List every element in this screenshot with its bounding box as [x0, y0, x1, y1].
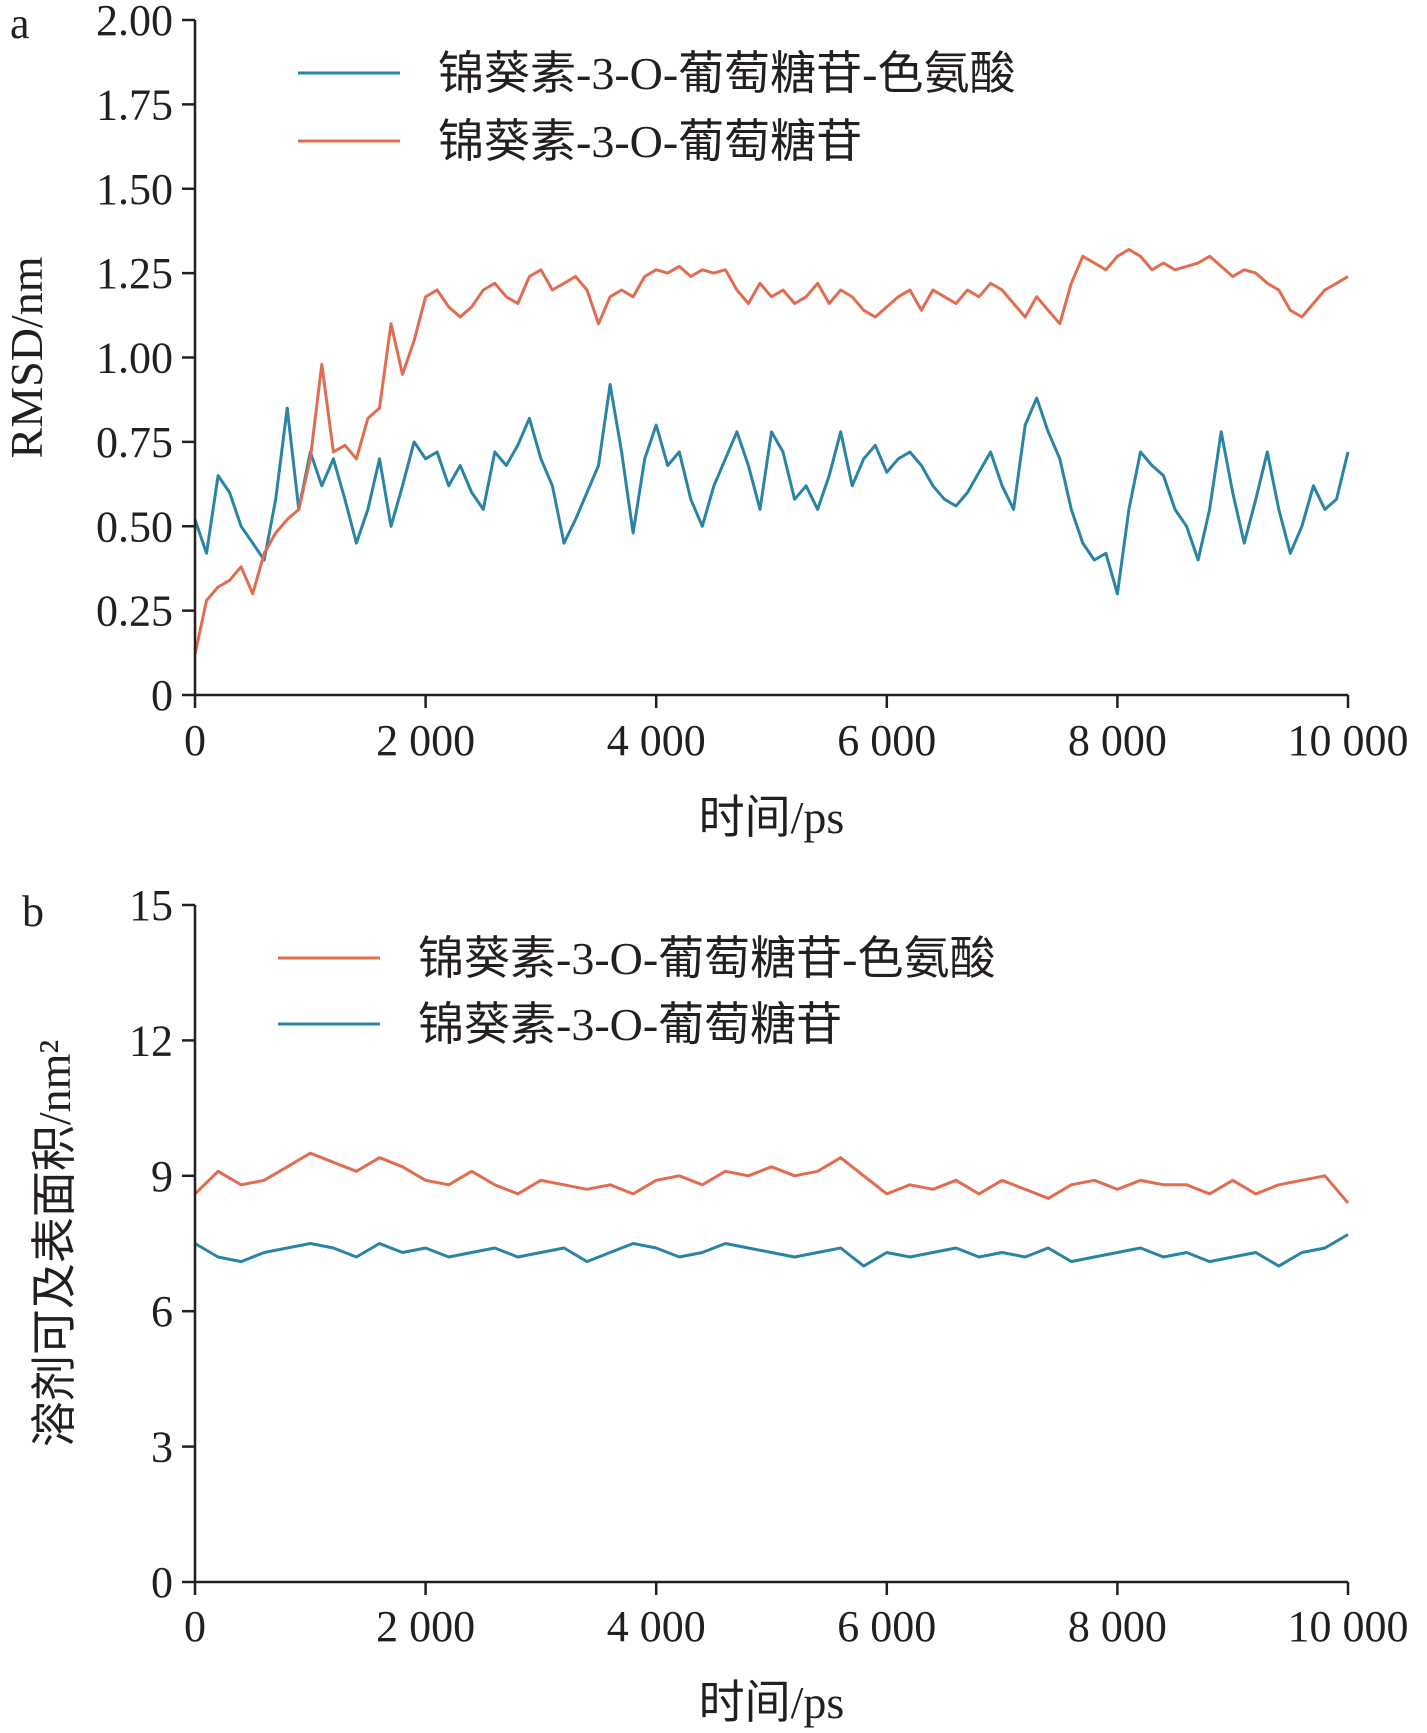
x-tick-label-1: 2 000 [376, 1602, 475, 1651]
y-tick-label-3: 0.75 [96, 418, 173, 467]
y-tick-label-4: 1.00 [96, 334, 173, 383]
x-tick-label-5: 10 000 [1288, 1602, 1409, 1651]
y-tick-label-1: 3 [151, 1423, 173, 1472]
legend-label-1: 锦葵素-3-O-葡萄糖苷 [418, 999, 842, 1050]
x-tick-label-1: 2 000 [376, 716, 475, 765]
panel-label: b [22, 887, 44, 936]
y-tick-label-6: 1.50 [96, 165, 173, 214]
x-tick-label-4: 8 000 [1068, 1602, 1167, 1651]
series-line-0 [193, 383, 1350, 596]
x-tick-label-0: 0 [184, 1602, 206, 1651]
y-tick-label-3: 9 [151, 1152, 173, 1201]
x-axis-title: 时间/ps [699, 792, 845, 843]
x-tick-label-3: 6 000 [837, 716, 936, 765]
y-axis-title: RMSD/nm [1, 256, 52, 458]
panel-label: a [10, 0, 30, 48]
y-tick-label-8: 2.00 [96, 0, 173, 45]
y-tick-label-0: 0 [151, 671, 173, 720]
y-axis-title: 溶剂可及表面积/nm² [29, 1040, 80, 1447]
x-tick-label-2: 4 000 [607, 716, 706, 765]
x-tick-label-2: 4 000 [607, 1602, 706, 1651]
y-tick-label-1: 0.25 [96, 587, 173, 636]
series-line-1 [193, 248, 1349, 655]
x-tick-label-5: 10 000 [1288, 716, 1409, 765]
series-line-1 [194, 1233, 1349, 1268]
y-tick-label-0: 0 [151, 1558, 173, 1607]
legend-label-0: 锦葵素-3-O-葡萄糖苷-色氨酸 [438, 48, 1016, 99]
y-tick-label-7: 1.75 [96, 80, 173, 129]
y-tick-label-2: 6 [151, 1287, 173, 1336]
x-tick-label-4: 8 000 [1068, 716, 1167, 765]
series-line-0 [193, 1151, 1350, 1204]
y-tick-label-5: 1.25 [96, 249, 173, 298]
y-tick-label-4: 12 [129, 1016, 173, 1065]
chart-panel-b: 0 3 6 9 12 15 0 2 000 4 000 6 000 8 000 10 000 时间/ps… [22, 881, 1409, 1728]
chart-panel-a: 0 0.25 0.50 0.75 1.00 1.25 1.50 1.75 2.00 0 2 000 4… [1, 0, 1409, 843]
y-tick-label-2: 0.50 [96, 502, 173, 551]
y-tick-label-5: 15 [129, 881, 173, 930]
x-axis-title: 时间/ps [699, 1677, 845, 1728]
x-tick-label-0: 0 [184, 716, 206, 765]
legend-label-1: 锦葵素-3-O-葡萄糖苷 [438, 116, 862, 167]
legend-label-0: 锦葵素-3-O-葡萄糖苷-色氨酸 [418, 933, 996, 984]
x-tick-label-3: 6 000 [837, 1602, 936, 1651]
